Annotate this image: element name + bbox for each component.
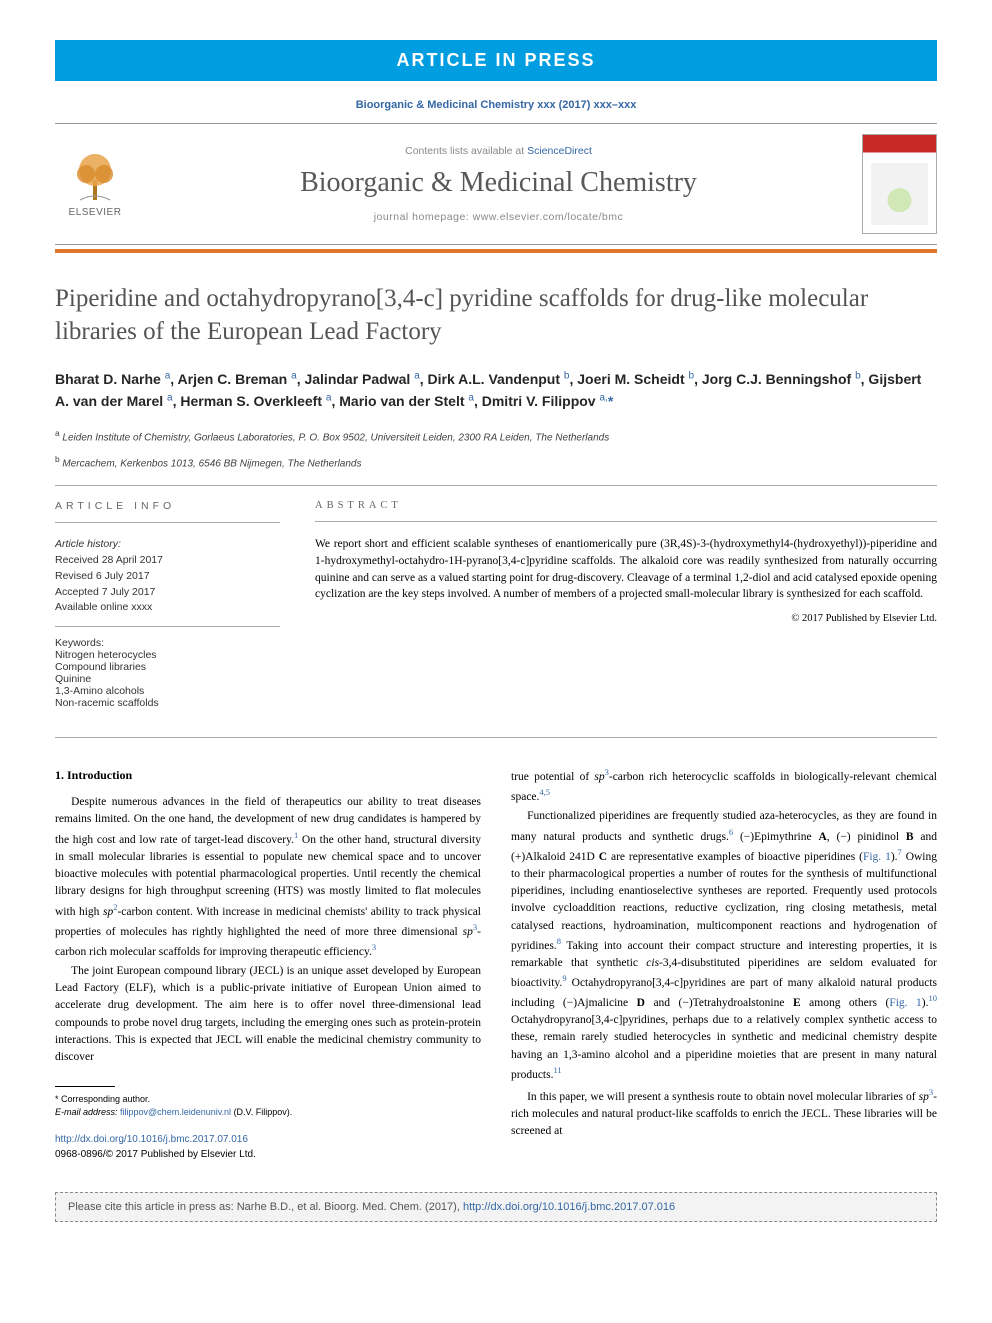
- elsevier-tree-icon: [70, 150, 120, 205]
- article-title: Piperidine and octahydropyrano[3,4-c] py…: [55, 283, 937, 348]
- body-paragraph: Functionalized piperidines are frequentl…: [511, 808, 937, 1084]
- article-body: 1. Introduction Despite numerous advance…: [55, 766, 937, 1162]
- keyword: Nitrogen heterocycles: [55, 649, 280, 661]
- body-paragraph: Despite numerous advances in the field o…: [55, 794, 481, 961]
- elsevier-logo-text: ELSEVIER: [69, 207, 122, 218]
- keyword: Quinine: [55, 673, 280, 685]
- affiliation: b Mercachem, Kerkenbos 1013, 6546 BB Nij…: [55, 453, 937, 471]
- contents-prefix: Contents lists available at: [405, 145, 527, 157]
- citation-box: Please cite this article in press as: Na…: [55, 1192, 937, 1222]
- article-in-press-banner: ARTICLE IN PRESS: [55, 40, 937, 81]
- section-heading-intro: 1. Introduction: [55, 766, 481, 784]
- history-line: Revised 6 July 2017: [55, 569, 280, 585]
- cite-box-text: Please cite this article in press as: Na…: [68, 1201, 463, 1213]
- journal-homepage-line: journal homepage: www.elsevier.com/locat…: [155, 211, 842, 223]
- journal-header: ELSEVIER Contents lists available at Sci…: [55, 123, 937, 245]
- keyword: 1,3-Amino alcohols: [55, 685, 280, 697]
- sciencedirect-link[interactable]: ScienceDirect: [527, 145, 592, 157]
- elsevier-logo[interactable]: ELSEVIER: [55, 139, 135, 229]
- homepage-url[interactable]: www.elsevier.com/locate/bmc: [473, 211, 624, 223]
- journal-cover-thumbnail[interactable]: [862, 134, 937, 234]
- keywords-label: Keywords:: [55, 637, 280, 649]
- article-history-block: Article history: Received 28 April 2017R…: [55, 537, 280, 627]
- abstract-column: ABSTRACT We report short and efficient s…: [315, 500, 937, 709]
- abstract-heading: ABSTRACT: [315, 500, 937, 511]
- email-label: E-mail address:: [55, 1107, 120, 1117]
- cite-box-doi-link[interactable]: http://dx.doi.org/10.1016/j.bmc.2017.07.…: [463, 1201, 675, 1213]
- keywords-block: Keywords: Nitrogen heterocyclesCompound …: [55, 637, 280, 709]
- contents-lists-line: Contents lists available at ScienceDirec…: [155, 145, 842, 157]
- article-info-column: ARTICLE INFO Article history: Received 2…: [55, 500, 280, 709]
- email-suffix: (D.V. Filippov).: [231, 1107, 292, 1117]
- keyword: Compound libraries: [55, 661, 280, 673]
- corresponding-email-link[interactable]: filippov@chem.leidenuniv.nl: [120, 1107, 231, 1117]
- body-paragraph: The joint European compound library (JEC…: [55, 963, 481, 1067]
- citation-header: Bioorganic & Medicinal Chemistry xxx (20…: [55, 99, 937, 111]
- journal-name: Bioorganic & Medicinal Chemistry: [155, 167, 842, 199]
- orange-divider: [55, 249, 937, 253]
- history-line: Accepted 7 July 2017: [55, 585, 280, 601]
- divider: [55, 485, 937, 486]
- keyword: Non-racemic scaffolds: [55, 697, 280, 709]
- body-paragraph: In this paper, we will present a synthes…: [511, 1086, 937, 1141]
- email-line: E-mail address: filippov@chem.leidenuniv…: [55, 1106, 481, 1119]
- abstract-copyright: © 2017 Published by Elsevier Ltd.: [315, 613, 937, 624]
- body-paragraph: true potential of sp3-carbon rich hetero…: [511, 766, 937, 806]
- doi-block: http://dx.doi.org/10.1016/j.bmc.2017.07.…: [55, 1132, 481, 1162]
- author-list: Bharat D. Narhe a, Arjen C. Breman a, Ja…: [55, 368, 937, 413]
- issn-copyright-line: 0968-0896/© 2017 Published by Elsevier L…: [55, 1149, 256, 1160]
- abstract-text: We report short and efficient scalable s…: [315, 536, 937, 603]
- divider: [55, 737, 937, 738]
- article-history-label: Article history:: [55, 537, 280, 553]
- history-line: Available online xxxx: [55, 600, 280, 616]
- doi-link[interactable]: http://dx.doi.org/10.1016/j.bmc.2017.07.…: [55, 1134, 248, 1145]
- footnote-separator: [55, 1086, 115, 1087]
- footnotes-block: * Corresponding author. E-mail address: …: [55, 1093, 481, 1118]
- article-info-heading: ARTICLE INFO: [55, 500, 280, 512]
- affiliation: a Leiden Institute of Chemistry, Gorlaeu…: [55, 427, 937, 445]
- homepage-prefix: journal homepage:: [374, 211, 473, 223]
- history-line: Received 28 April 2017: [55, 553, 280, 569]
- corresponding-author-note: * Corresponding author.: [55, 1093, 481, 1106]
